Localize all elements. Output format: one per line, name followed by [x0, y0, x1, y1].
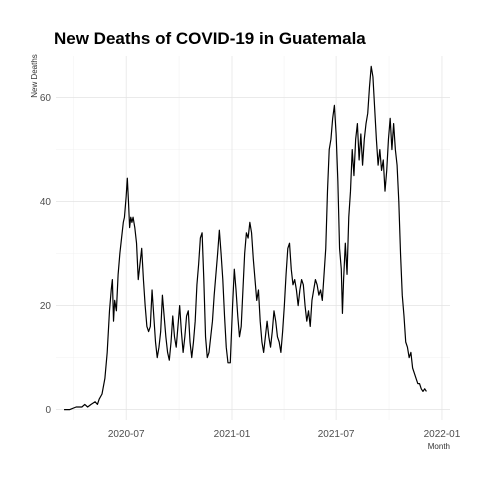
- y-tick-label: 60: [40, 93, 52, 104]
- x-tick-label: 2022-01: [424, 429, 461, 440]
- x-tick-label: 2021-01: [214, 429, 251, 440]
- y-tick-label: 20: [40, 301, 52, 312]
- gridlines: [56, 56, 450, 420]
- y-tick-label: 0: [45, 405, 51, 416]
- x-tick-label: 2021-07: [318, 429, 355, 440]
- x-axis-label: Month: [428, 442, 450, 451]
- x-tick-label: 2020-07: [108, 429, 145, 440]
- axis-ticks: 0 20 40 60 2020-07 2021-01 2021-07 2022-01: [40, 93, 461, 440]
- y-tick-label: 40: [40, 197, 52, 208]
- series-layer: [64, 65, 427, 411]
- y-axis-label: New Deaths: [30, 54, 39, 98]
- chart-title: New Deaths of COVID-19 in Guatemala: [54, 29, 366, 48]
- series-line: [64, 65, 427, 411]
